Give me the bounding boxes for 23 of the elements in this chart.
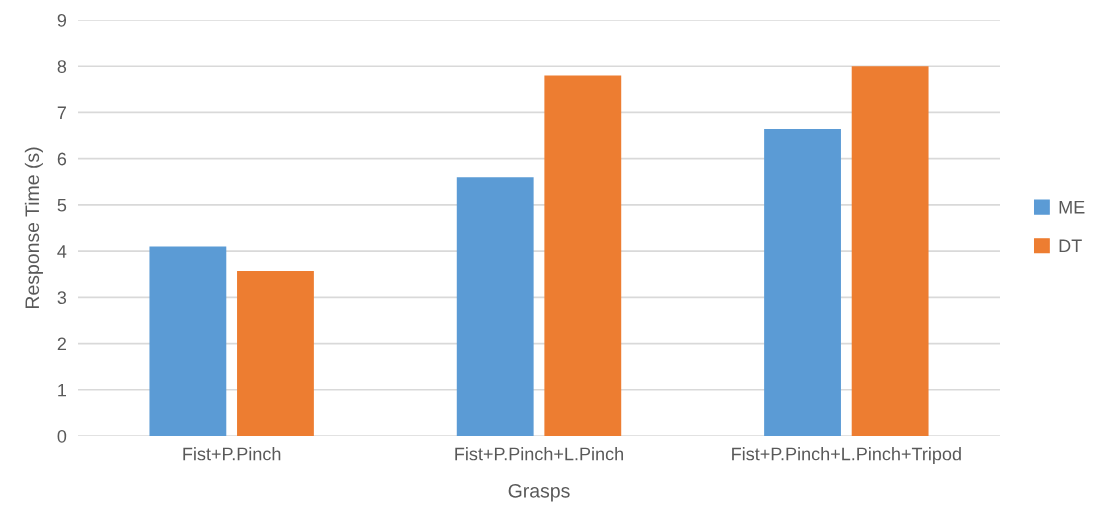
y-tick-label: 8	[57, 60, 67, 73]
x-tick-label: Fist+P.Pinch+L.Pinch+Tripod	[732, 447, 961, 464]
x-tick-label: Fist+P.Pinch	[183, 447, 281, 461]
y-tick-label: 1	[58, 383, 67, 397]
y-axis-title: Response Time (s)	[24, 147, 43, 308]
y-tick-label: 5	[57, 199, 67, 212]
legend-label: DT	[1059, 239, 1082, 253]
bar	[851, 66, 929, 436]
y-tick-label: 4	[57, 245, 67, 258]
x-axis-title: Grasps	[508, 483, 570, 502]
bar	[544, 75, 622, 436]
bar	[149, 246, 227, 436]
y-tick-label: 6	[57, 152, 67, 166]
bar	[456, 177, 534, 436]
y-tick-label: 0	[57, 429, 67, 443]
y-tick-label: 3	[57, 291, 67, 305]
y-tick-label: 9	[57, 13, 67, 27]
bar	[764, 129, 841, 436]
y-tick-label: 2	[57, 337, 66, 351]
legend-label: ME	[1059, 201, 1085, 214]
bar	[237, 270, 314, 436]
y-tick-label: 7	[57, 106, 66, 119]
x-tick-label: Fist+P.Pinch+L.Pinch	[455, 447, 623, 461]
